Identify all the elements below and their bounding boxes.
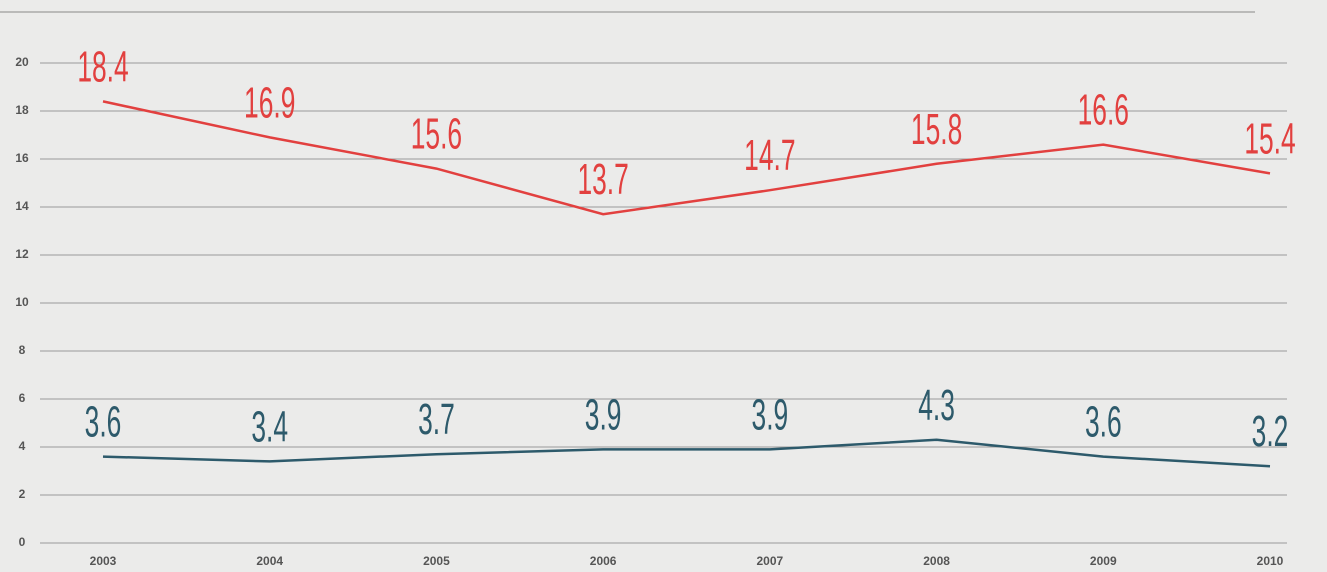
x-tick-label: 2007 — [757, 554, 784, 568]
x-tick-label: 2010 — [1257, 554, 1284, 568]
data-label: 3.6 — [1085, 397, 1122, 447]
data-label: 3.4 — [251, 401, 288, 451]
x-tick-label: 2008 — [923, 554, 950, 568]
y-tick-label: 0 — [19, 535, 26, 549]
data-label: 3.2 — [1252, 406, 1289, 456]
data-label: 16.6 — [1078, 85, 1129, 135]
y-tick-label: 8 — [19, 343, 26, 357]
data-label: 15.6 — [411, 109, 462, 159]
y-tick-label: 12 — [15, 247, 29, 261]
y-tick-label: 2 — [19, 487, 26, 501]
series-line — [102, 438, 1271, 468]
y-tick-label: 20 — [15, 55, 29, 69]
y-tick-label: 16 — [15, 151, 29, 165]
data-label: 14.7 — [744, 130, 795, 180]
x-tick-label: 2004 — [256, 554, 283, 568]
data-label: 3.7 — [418, 394, 455, 444]
x-tick-label: 2009 — [1090, 554, 1117, 568]
series-line — [102, 100, 1271, 216]
x-tick-label: 2005 — [423, 554, 450, 568]
y-tick-label: 6 — [19, 391, 26, 405]
data-label: 16.9 — [244, 77, 295, 127]
x-tick-label: 2003 — [90, 554, 117, 568]
y-tick-label: 4 — [19, 439, 26, 453]
y-tick-label: 18 — [15, 103, 29, 117]
x-tick-label: 2006 — [590, 554, 617, 568]
data-label: 13.7 — [577, 154, 628, 204]
data-label: 15.8 — [911, 104, 962, 154]
data-label: 3.6 — [85, 397, 122, 447]
y-tick-label: 14 — [15, 199, 29, 213]
y-tick-label: 10 — [15, 295, 29, 309]
data-label: 18.4 — [77, 41, 128, 91]
data-label: 15.4 — [1244, 113, 1295, 163]
data-label: 4.3 — [918, 380, 955, 430]
data-label: 3.9 — [585, 389, 622, 439]
data-label: 3.9 — [752, 389, 789, 439]
